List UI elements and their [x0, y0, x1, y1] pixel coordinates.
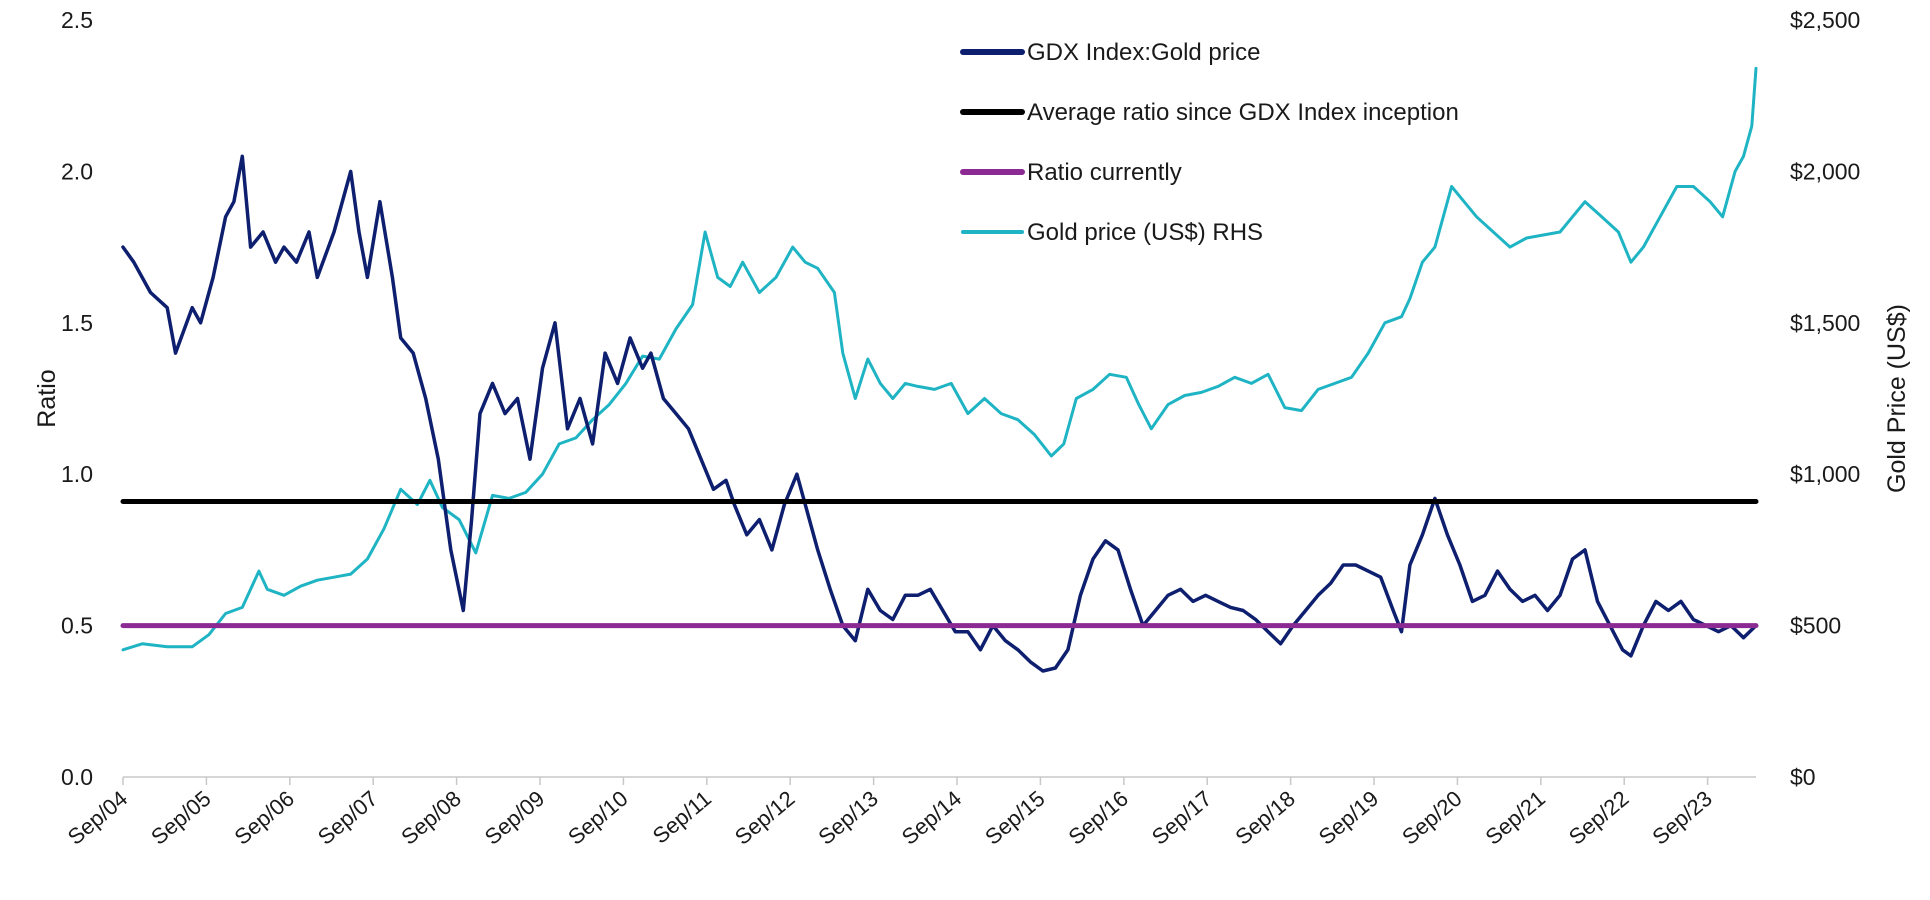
x-tick-label: Sep/17: [1147, 786, 1216, 850]
y-left-tick-label: 0.0: [61, 764, 93, 790]
x-tick-label: Sep/10: [563, 786, 632, 850]
legend-label: Ratio currently: [1027, 159, 1182, 186]
y-left-tick-label: 1.5: [61, 310, 93, 336]
x-tick-label: Sep/15: [980, 786, 1049, 850]
legend-label: Average ratio since GDX Index inception: [1027, 99, 1459, 126]
y-right-tick-label: $500: [1790, 613, 1841, 639]
x-tick-label: Sep/22: [1564, 786, 1633, 850]
x-tick-label: Sep/12: [730, 786, 799, 850]
y-right-axis-title: Gold Price (US$): [1883, 304, 1911, 493]
series-layer: [120, 66, 1759, 673]
series-line-0: [121, 154, 1758, 673]
x-tick-label: Sep/11: [648, 786, 716, 849]
y-right-tick-label: $1,000: [1790, 461, 1860, 487]
x-tick-label: Sep/19: [1314, 786, 1383, 850]
y-left-tick-label: 2.0: [61, 158, 93, 184]
y-left-tick-label: 0.5: [61, 613, 93, 639]
x-tick-label: Sep/05: [146, 786, 215, 850]
x-tick-label: Sep/09: [480, 786, 549, 850]
legend-label: Gold price (US$) RHS: [1027, 219, 1263, 246]
y-right-tick-label: $0: [1790, 764, 1816, 790]
y-right-tick-label: $1,500: [1790, 310, 1860, 336]
legend-label: GDX Index:Gold price: [1027, 39, 1260, 66]
x-tick-label: Sep/14: [897, 786, 966, 850]
x-tick-label: Sep/04: [63, 786, 132, 850]
axes-layer: 0.0 0.5 1.0 1.5 2.0 2.5 $0 $500 $1,000 $1,500 $2,0…: [33, 7, 1911, 850]
y-left-tick-label: 2.5: [61, 7, 93, 33]
y-right-tick-label: $2,500: [1790, 7, 1860, 33]
x-tick-label: Sep/18: [1230, 786, 1299, 850]
x-tick-label: Sep/21: [1481, 786, 1550, 850]
y-right-tick-label: $2,000: [1790, 158, 1860, 184]
x-tick-label: Sep/07: [313, 786, 382, 850]
x-tick-label: Sep/23: [1647, 786, 1716, 850]
x-tick-label: Sep/16: [1064, 786, 1133, 850]
y-left-tick-label: 1.0: [61, 461, 93, 487]
y-left-axis-title: Ratio: [33, 369, 61, 427]
legend: GDX Index:Gold price Average ratio since …: [960, 39, 1459, 246]
series-line-3: [121, 66, 1758, 652]
x-tick-label: Sep/08: [396, 786, 465, 850]
x-tick-label: Sep/13: [813, 786, 882, 850]
x-tick-label: Sep/20: [1397, 786, 1466, 850]
x-tick-label: Sep/06: [230, 786, 299, 850]
